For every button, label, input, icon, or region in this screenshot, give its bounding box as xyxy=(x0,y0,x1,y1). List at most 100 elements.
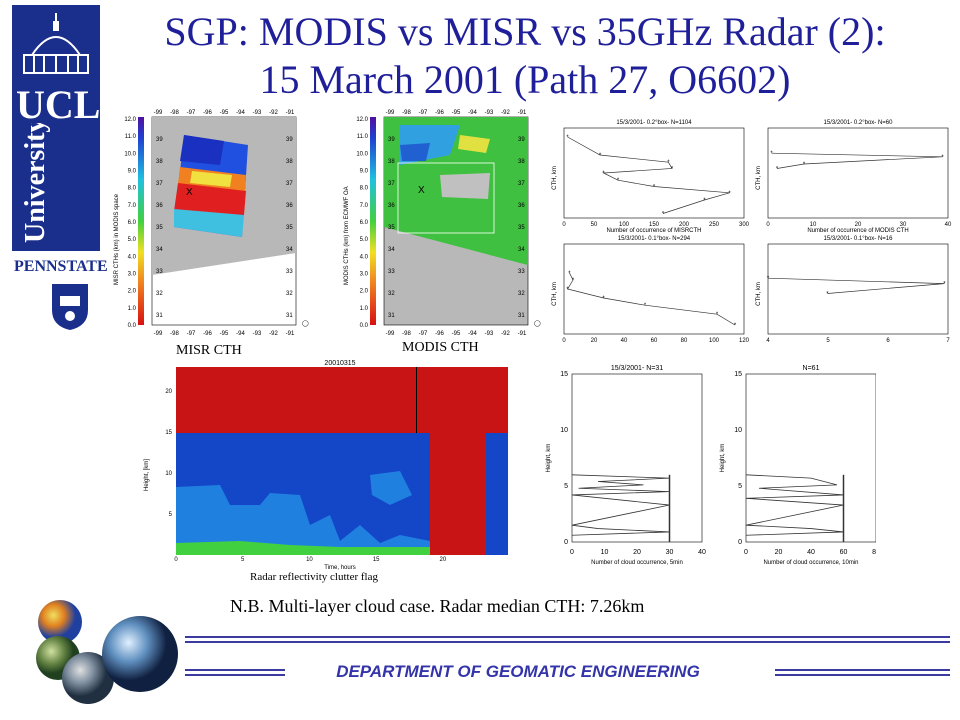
radar-plot: 20010315 0 5 10 15 20 5 10 15 20 Time, hours Hei… xyxy=(140,355,512,573)
cloud-hist-xtick: 40 xyxy=(698,549,706,556)
cloud-hist-xtick: 80 xyxy=(872,549,876,556)
cloud-hist-xlabel: Number of cloud occurrence, 10min xyxy=(763,560,858,566)
lat-tick-label: 37 xyxy=(518,181,525,187)
misr-ellipse-icon: ◯ xyxy=(302,320,309,327)
footer-rule-left-1 xyxy=(185,669,285,671)
lat-tick-label: 37 xyxy=(156,181,163,187)
lon-tick-label: -99 xyxy=(154,110,163,116)
footer-rule-right-2 xyxy=(775,674,950,676)
histogram-point: * xyxy=(767,276,770,282)
cloud-hist-ytick: 0 xyxy=(738,539,742,546)
histogram-point: * xyxy=(572,278,575,284)
cloud-occurrence-plots: 15/3/2001- N=31 Height, km Number of cloud… xyxy=(546,365,876,566)
histogram-point: * xyxy=(803,162,806,168)
title-line-2: 15 March 2001 (Path 27, O6602) xyxy=(259,57,791,102)
histogram-title: 15/3/2001- 0.1°box- N=294 xyxy=(618,236,691,242)
lat-tick-label: 33 xyxy=(518,269,525,275)
histogram-xtick: 50 xyxy=(591,222,598,228)
histogram-line xyxy=(767,277,945,294)
cth-histograms: 15/3/2001- 0.2°box- N=1104 CTH, km Number … xyxy=(552,120,952,342)
lat-tick-label: 31 xyxy=(156,313,163,319)
lat-tick-label: 31 xyxy=(518,313,525,319)
colorbar-tick-label: 1.0 xyxy=(128,306,137,312)
histogram-xtick: 6 xyxy=(886,338,890,342)
colorbar-tick-label: 9.0 xyxy=(128,169,137,175)
histogram-xtick: 250 xyxy=(709,222,720,228)
histogram-xtick: 200 xyxy=(679,222,690,228)
cloud-hist-xtick: 60 xyxy=(840,549,848,556)
lat-tick-label: 39 xyxy=(518,137,525,143)
modis-site-marker: X xyxy=(418,185,425,196)
histogram-point: * xyxy=(770,151,773,157)
lat-tick-label: 36 xyxy=(388,203,395,209)
ucl-dome-icon xyxy=(23,13,89,74)
lat-tick-label: 32 xyxy=(388,291,395,297)
lon-tick-label: -97 xyxy=(187,110,196,116)
footer-rule-right-1 xyxy=(775,669,950,671)
colorbar-tick-label: 0.0 xyxy=(360,323,369,329)
histogram-xtick: 20 xyxy=(591,338,598,342)
histogram-point: * xyxy=(734,323,737,329)
lon-tick-label: -95 xyxy=(452,331,461,337)
radar-date: 20010315 xyxy=(324,360,355,367)
histogram-point: * xyxy=(644,303,647,309)
svg-text:University College London: University College London xyxy=(20,123,51,243)
histogram-xtick: 5 xyxy=(826,338,830,342)
cloud-profile-line xyxy=(571,474,670,536)
modis-ellipse-icon: ◯ xyxy=(534,320,541,327)
histogram-xtick: 20 xyxy=(855,222,862,228)
histogram-xtick: 100 xyxy=(709,338,720,342)
histogram-point: * xyxy=(776,167,779,173)
histogram-xtick: 300 xyxy=(739,222,750,228)
cth-histogram-panel: 15/3/2001- 0.2°box- N=1104 CTH, km Number … xyxy=(552,120,750,234)
radar-ytick: 5 xyxy=(169,512,173,518)
lon-tick-label: -91 xyxy=(518,331,527,337)
histogram-xtick: 4 xyxy=(766,338,770,342)
cloud-hist-ylabel: Height, km xyxy=(720,444,726,473)
lat-tick-label: 35 xyxy=(156,225,163,231)
ucl-logo: UCL University College London xyxy=(12,5,100,251)
department-footer: DEPARTMENT OF GEOMATIC ENGINEERING xyxy=(336,662,700,681)
lon-tick-label: -93 xyxy=(485,331,494,337)
histogram-xtick: 0 xyxy=(766,222,770,228)
footer-rule-top-1 xyxy=(185,636,950,638)
colorbar-tick-label: 4.0 xyxy=(360,254,369,260)
colorbar-tick-label: 6.0 xyxy=(360,220,369,226)
histogram-point: * xyxy=(716,312,719,318)
lat-tick-label: 37 xyxy=(388,181,395,187)
lat-tick-label: 35 xyxy=(518,225,525,231)
lon-tick-label: -94 xyxy=(236,110,245,116)
histogram-xtick: 120 xyxy=(739,338,750,342)
cloud-occurrence-panel: 15/3/2001- N=31 Height, km Number of cloud… xyxy=(546,365,706,566)
cloud-profile-line xyxy=(745,474,844,536)
histogram-xtick: 40 xyxy=(945,222,952,228)
radar-ytick: 15 xyxy=(165,430,172,436)
histogram-xtick: 10 xyxy=(810,222,817,228)
radar-xtick: 10 xyxy=(306,557,313,563)
footer-rule-left-2 xyxy=(185,674,285,676)
histogram-point: * xyxy=(599,153,602,159)
lon-tick-label: -96 xyxy=(203,110,212,116)
histogram-ylabel: CTH, km xyxy=(552,282,558,306)
globes-logo xyxy=(36,600,178,704)
histogram-ylabel: CTH, km xyxy=(756,166,762,190)
cloud-hist-ytick: 15 xyxy=(734,371,742,378)
slide-title: SGP: MODIS vs MISR vs 35GHz Radar (2): 1… xyxy=(110,8,940,104)
radar-ytick: 10 xyxy=(165,471,172,477)
lon-tick-label: -92 xyxy=(501,110,510,116)
colorbar-tick-label: 6.0 xyxy=(128,220,137,226)
histogram-line xyxy=(567,136,730,214)
lon-tick-label: -96 xyxy=(203,331,212,337)
misr-site-marker: X xyxy=(186,187,193,198)
histogram-xtick: 150 xyxy=(649,222,660,228)
colorbar-tick-label: 2.0 xyxy=(360,289,369,295)
colorbar-tick-label: 2.0 xyxy=(128,289,137,295)
histogram-point: * xyxy=(653,185,656,191)
cloud-hist-ylabel: Height, km xyxy=(546,444,552,473)
cloud-hist-xtick: 0 xyxy=(570,549,574,556)
radar-xtick: 20 xyxy=(440,557,447,563)
histogram-xtick: 80 xyxy=(681,338,688,342)
lon-tick-label: -94 xyxy=(468,331,477,337)
lat-tick-label: 32 xyxy=(518,291,525,297)
lat-tick-label: 35 xyxy=(286,225,293,231)
